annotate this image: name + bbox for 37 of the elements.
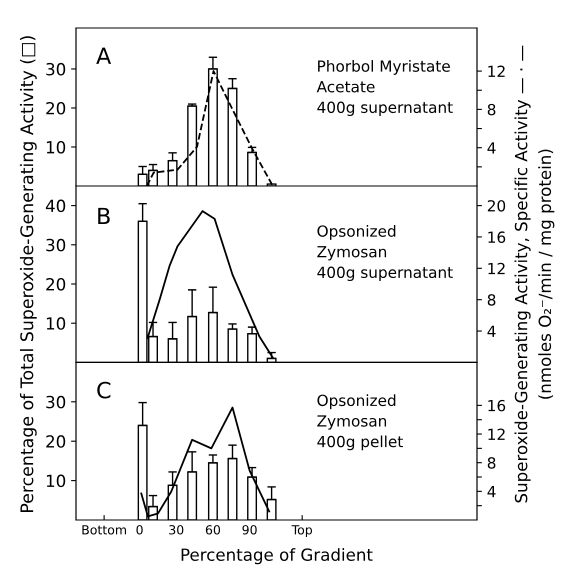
y2-tick-label: 16 — [488, 231, 506, 243]
y-tick-label: 30 — [46, 238, 66, 252]
y2-tick-label: 4 — [487, 486, 496, 498]
y2-axis-title: Superoxide-Generating Activity, Specific Activity — · — (nmoles O₂⁻/min / mg protein) — [514, 46, 554, 502]
y2-tick-label: 12 — [488, 428, 505, 440]
y-tick-label: 30 — [46, 396, 66, 408]
x-tick-label: 60 — [206, 525, 220, 535]
y2-tick-label: 12 — [488, 66, 505, 77]
x-tick-label: 30 — [169, 525, 184, 535]
y2-tick-label: 4 — [487, 326, 496, 337]
x-tick-label: 0 — [136, 525, 143, 535]
y2-tick-label: 8 — [488, 294, 496, 306]
y-tick-label: 10 — [46, 474, 66, 488]
annotation: C — [97, 382, 110, 399]
y-tick-label: 20 — [46, 102, 66, 115]
x-tick-label: Bottom — [82, 525, 126, 535]
y2-tick-label: 8 — [488, 457, 496, 469]
y-tick-label: 20 — [46, 278, 66, 291]
x-tick-label: 90 — [242, 525, 257, 535]
y-tick-label: 30 — [46, 62, 66, 76]
y2-tick-label: 8 — [488, 104, 496, 116]
annotation: Opsonized Zymosan 400g supernatant — [317, 225, 453, 282]
annotation: Opsonized Zymosan 400g pellet — [317, 394, 403, 450]
y-tick-label: 20 — [46, 435, 66, 448]
x-tick-label: Top — [292, 525, 312, 537]
y2-tick-label: 16 — [488, 400, 506, 412]
y-tick-label: 40 — [46, 200, 66, 212]
x-axis-title: Percentage of Gradient — [182, 548, 373, 564]
y-tick-label: 10 — [46, 140, 66, 154]
y-tick-label: 10 — [46, 317, 66, 330]
annotation: B — [98, 208, 110, 224]
y2-tick-label: 20 — [488, 200, 506, 212]
annotation: A — [96, 48, 112, 64]
y2-tick-label: 12 — [488, 262, 505, 274]
annotation: Phorbol Myristate Acetate 400g supernatant — [316, 60, 453, 116]
y-axis-title: Percentage of Total Superoxide-Generating Activity (□) — [20, 36, 37, 512]
y2-tick-label: 4 — [487, 142, 496, 154]
